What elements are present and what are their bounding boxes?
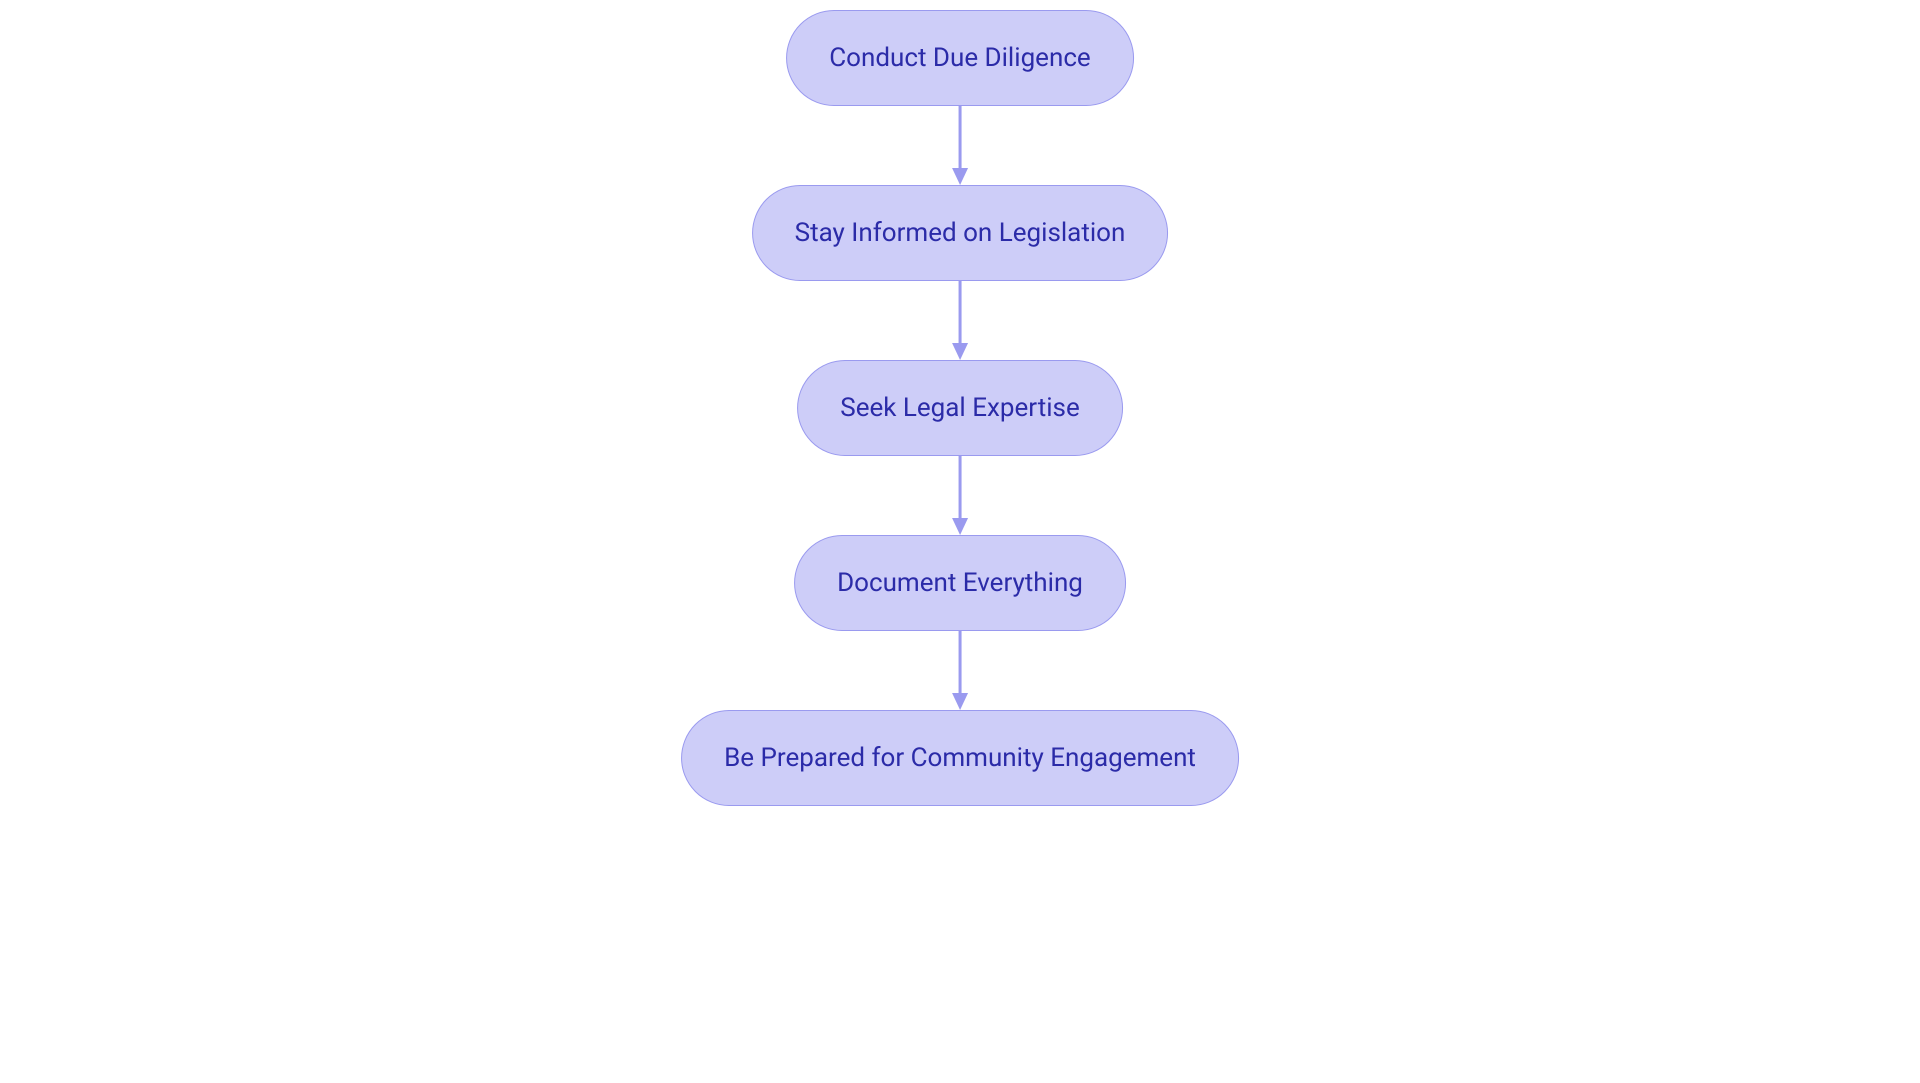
- node-label: Be Prepared for Community Engagement: [724, 743, 1196, 773]
- node-label: Conduct Due Diligence: [829, 43, 1090, 73]
- flowchart-container: Conduct Due Diligence Stay Informed on L…: [681, 10, 1239, 806]
- flowchart-node: Conduct Due Diligence: [786, 10, 1133, 106]
- flowchart-node: Document Everything: [794, 535, 1126, 631]
- flowchart-node: Be Prepared for Community Engagement: [681, 710, 1239, 806]
- node-label: Seek Legal Expertise: [840, 393, 1079, 423]
- flowchart-node: Seek Legal Expertise: [797, 360, 1122, 456]
- flowchart-arrow: [950, 281, 970, 360]
- flowchart-node: Stay Informed on Legislation: [752, 185, 1169, 281]
- node-label: Stay Informed on Legislation: [795, 218, 1126, 248]
- node-label: Document Everything: [837, 568, 1083, 598]
- flowchart-arrow: [950, 456, 970, 535]
- flowchart-arrow: [950, 106, 970, 185]
- flowchart-arrow: [950, 631, 970, 710]
